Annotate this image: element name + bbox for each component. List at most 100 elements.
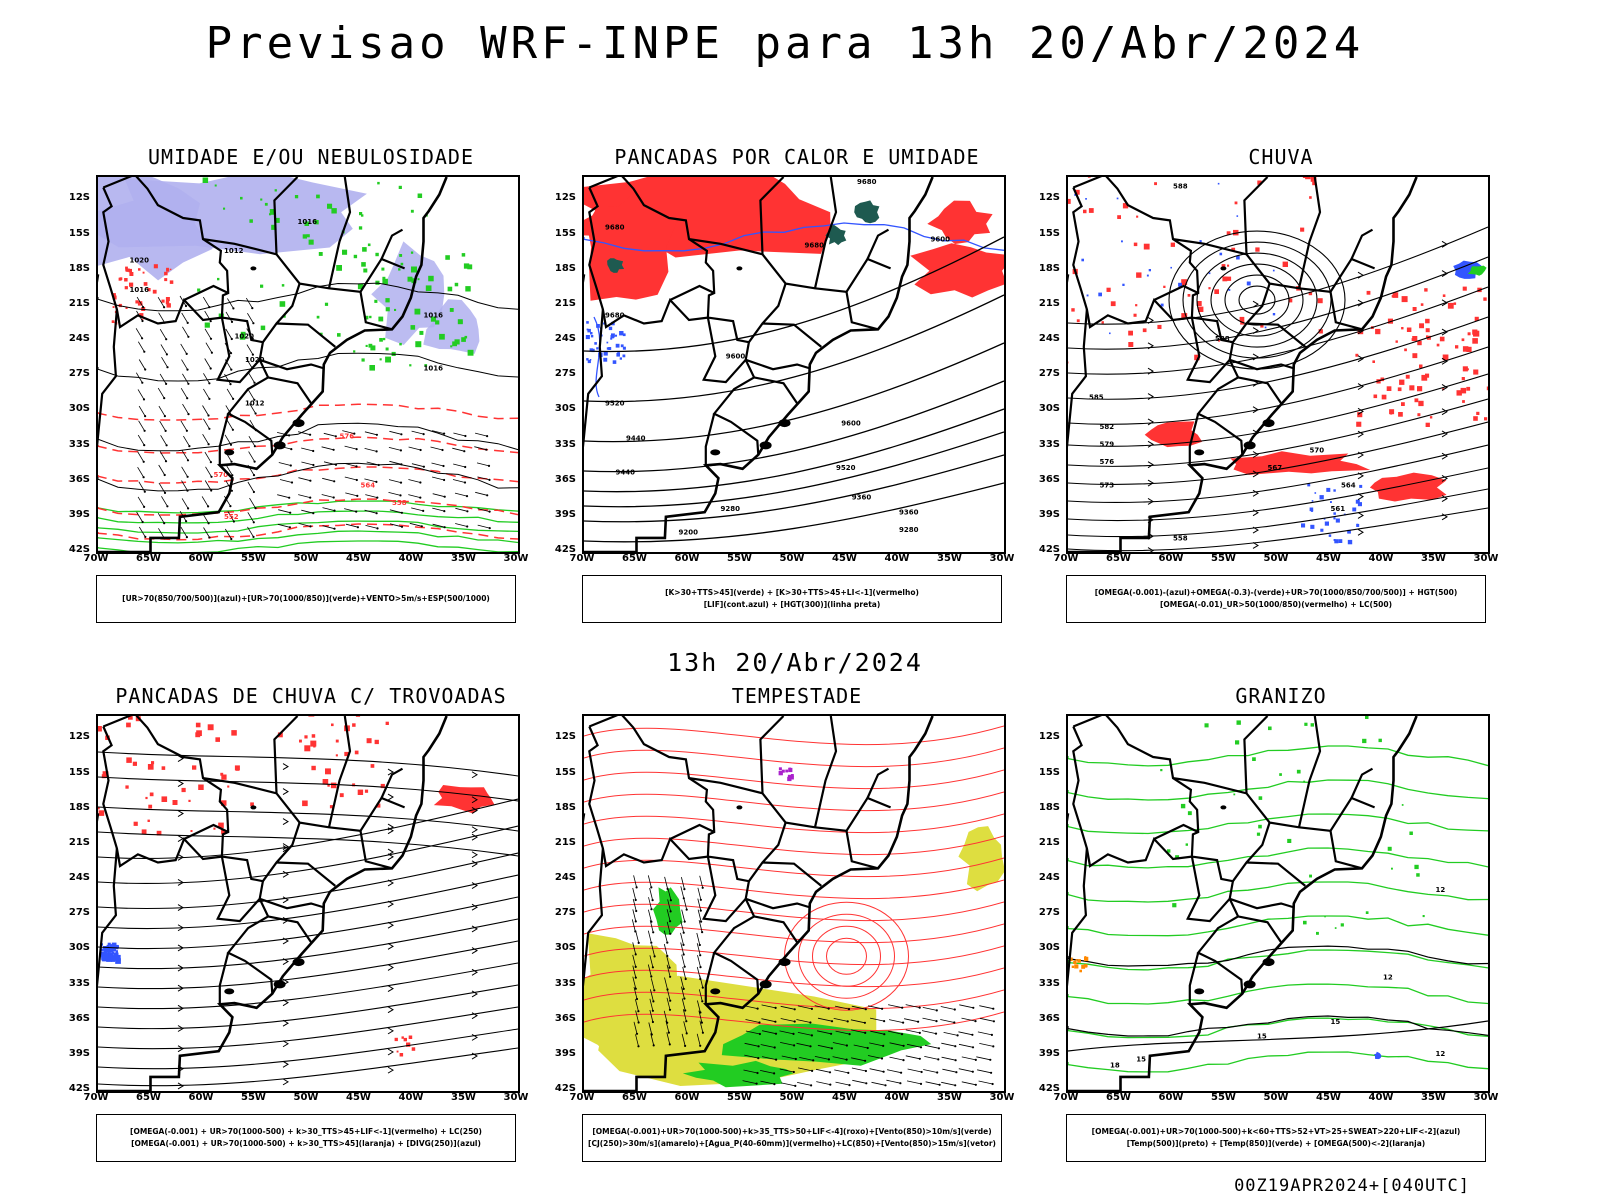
- wind-vector-head: [232, 397, 235, 400]
- wind-vector-head: [353, 432, 356, 435]
- map: 9680 9680 9680 9600 9680 9600 9520 9600 9440 9520…: [582, 175, 1006, 554]
- wind-vector: [203, 527, 210, 538]
- weather-dot: [1414, 398, 1419, 403]
- country-border: [359, 291, 393, 331]
- wind-vector: [941, 1056, 956, 1061]
- weather-dot: [1310, 177, 1317, 182]
- wind-vector: [454, 492, 468, 497]
- wind-vector: [160, 435, 167, 446]
- wind-vector: [138, 359, 146, 370]
- weather-dot: [126, 268, 130, 272]
- wind-vector: [906, 1043, 922, 1048]
- lat-tick-label: 36S: [1038, 473, 1060, 485]
- wind-vector: [696, 1033, 701, 1046]
- weather-dot: [1226, 231, 1231, 236]
- wind-vector-head: [141, 319, 144, 323]
- weather-dot: [330, 782, 337, 789]
- wind-vector: [180, 526, 188, 538]
- weather-dot: [610, 335, 614, 339]
- wind-vector-head: [184, 304, 188, 308]
- weather-dot: [1333, 512, 1336, 515]
- lon-tick-label: 45W: [346, 1092, 371, 1103]
- weather-dot: [415, 341, 422, 348]
- weather-dot: [1401, 402, 1405, 406]
- wind-vector: [245, 297, 253, 309]
- wind-vector-head: [400, 433, 403, 436]
- lon-tick-label: 35W: [451, 1092, 476, 1103]
- country-border: [1068, 309, 1088, 448]
- wind-vector-head: [758, 1032, 761, 1036]
- lon-tick-label: 45W: [832, 553, 857, 564]
- wind-vector: [203, 373, 210, 384]
- streamline-arrow: [471, 807, 478, 814]
- wind-vector: [905, 1029, 920, 1034]
- wind-vector: [277, 523, 290, 528]
- wind-vector-head: [309, 479, 312, 482]
- streamline-arrow: [387, 942, 394, 950]
- weather-dot: [306, 234, 310, 238]
- wind-vector: [181, 498, 189, 509]
- wind-vector-head: [701, 1000, 704, 1003]
- weather-dot: [1422, 915, 1425, 918]
- weather-dot: [1365, 716, 1369, 719]
- weather-dot: [336, 265, 342, 271]
- streamline: [98, 776, 518, 802]
- height-contour: [584, 431, 1004, 508]
- wind-vector: [344, 508, 357, 512]
- lat-tick-label: 33S: [68, 438, 90, 450]
- wind-vector: [799, 1057, 814, 1061]
- wind-vector: [138, 481, 146, 492]
- contour-label: 558: [1173, 534, 1188, 542]
- wind-vector: [905, 1055, 920, 1060]
- weather-dot: [271, 224, 277, 230]
- country-border: [202, 777, 406, 832]
- wind-vector-head: [165, 444, 168, 447]
- streamline-arrow: [282, 896, 289, 904]
- wind-vector: [409, 522, 422, 527]
- country-border: [1072, 716, 1244, 994]
- contour-label: 1016: [130, 286, 150, 294]
- wind-vector-head: [232, 520, 235, 523]
- streamline-arrow: [471, 1052, 478, 1060]
- weather-dot: [335, 754, 338, 757]
- wind-vector: [681, 954, 686, 967]
- lon-tick-label: 60W: [1158, 553, 1184, 564]
- weather-dot: [1255, 247, 1260, 252]
- wind-vector: [796, 1019, 811, 1023]
- lake: [710, 988, 721, 995]
- wind-vector-head: [377, 463, 380, 467]
- streamline-arrow: [1357, 512, 1364, 519]
- temp500-contour: [1068, 1020, 1488, 1052]
- wind-vector: [632, 942, 637, 955]
- contour-label: 1016: [424, 312, 444, 320]
- weather-dot: [1330, 501, 1332, 503]
- country-border: [702, 856, 747, 923]
- wind-vector-head: [848, 1033, 851, 1036]
- weather-dot: [430, 316, 436, 322]
- wind-vector: [781, 1055, 796, 1060]
- wind-vector-head: [334, 463, 338, 466]
- lat-tick-label: 24S: [68, 872, 90, 884]
- lon-tick-label: 50W: [779, 1092, 805, 1103]
- wind-vector: [817, 1044, 832, 1049]
- wind-vector-head: [142, 476, 145, 479]
- weather-dot: [98, 810, 105, 816]
- country-border: [380, 767, 404, 799]
- weather-area: [1374, 1051, 1382, 1060]
- weather-dot: [1133, 313, 1137, 317]
- lat-tick-label: 42S: [554, 1083, 576, 1094]
- weather-dot: [260, 284, 264, 288]
- weather-dot: [128, 268, 132, 273]
- wind-vector: [408, 494, 421, 498]
- weather-dot: [403, 1037, 407, 1042]
- wind-vector-head: [334, 435, 337, 438]
- wind-vector-head: [333, 480, 336, 483]
- weather-dot: [311, 734, 316, 738]
- streamline: [98, 852, 518, 910]
- lat-tick-label: 39S: [554, 508, 576, 520]
- wind-vector: [698, 1010, 703, 1023]
- wind-vector-head: [794, 1057, 797, 1061]
- wind-vector-head: [376, 496, 379, 499]
- weather-dot: [463, 263, 470, 269]
- weather-dot: [610, 337, 613, 340]
